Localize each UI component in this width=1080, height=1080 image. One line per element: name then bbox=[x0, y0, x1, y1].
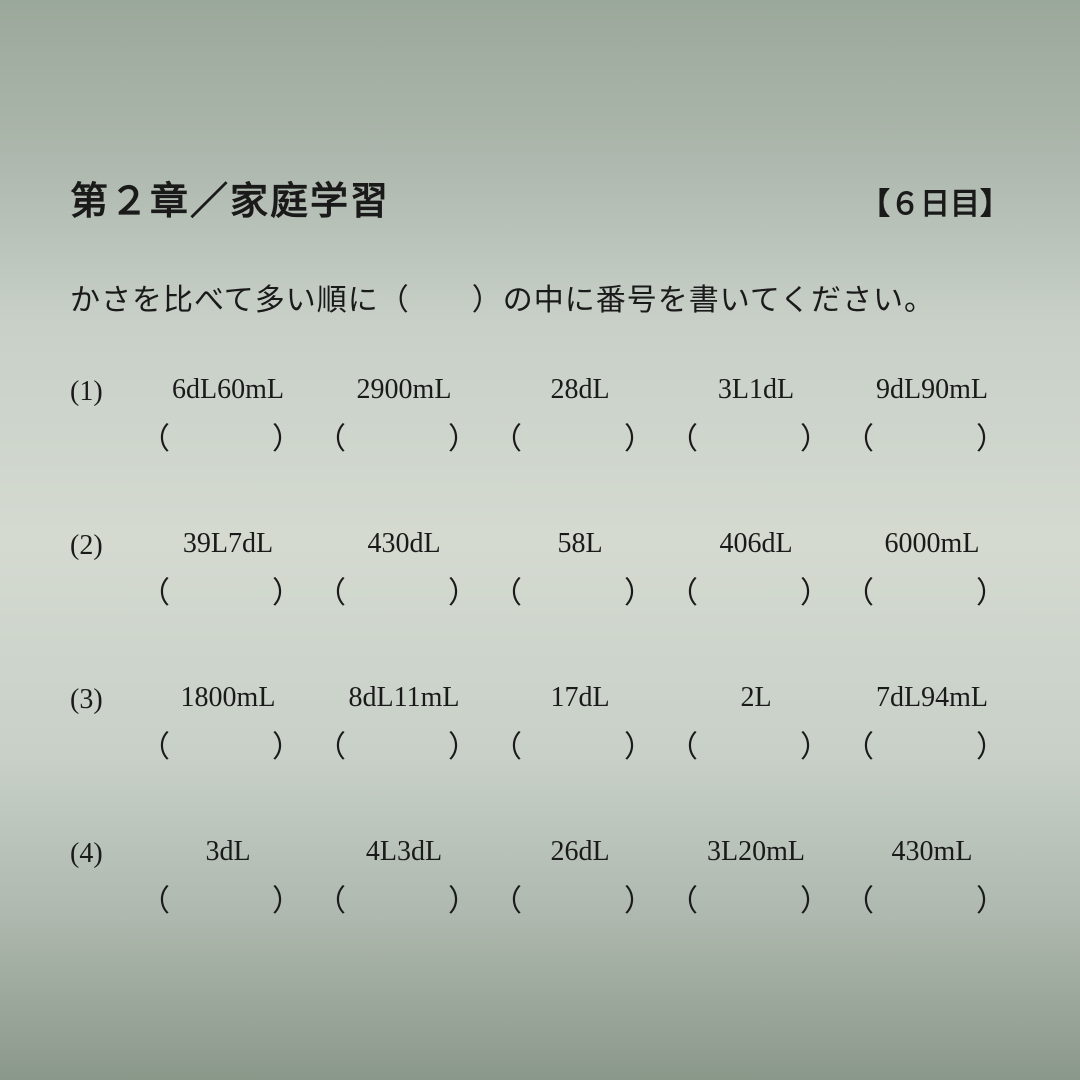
item-value: 3L1dL bbox=[718, 374, 794, 406]
answer-blank[interactable]: （ ） bbox=[316, 876, 492, 920]
item-value: 3L20mL bbox=[707, 836, 805, 868]
problem-item: 3L20mL （ ） bbox=[668, 836, 844, 920]
item-value: 406dL bbox=[719, 528, 792, 560]
item-value: 4L3dL bbox=[366, 836, 442, 868]
answer-blank[interactable]: （ ） bbox=[844, 414, 1020, 458]
problem-item: 4L3dL （ ） bbox=[316, 836, 492, 920]
item-value: 9dL90mL bbox=[876, 374, 988, 406]
problem-items: 3dL （ ） 4L3dL （ ） 26dL （ ） 3L20mL （ ） 43… bbox=[140, 836, 1020, 920]
problem-item: 58L （ ） bbox=[492, 528, 668, 612]
problem-number: (1) bbox=[70, 374, 140, 408]
problem-items: 6dL60mL （ ） 2900mL （ ） 28dL （ ） 3L1dL （ … bbox=[140, 374, 1020, 458]
answer-blank[interactable]: （ ） bbox=[668, 876, 844, 920]
answer-blank[interactable]: （ ） bbox=[844, 722, 1020, 766]
header-row: 第２章／家庭学習 【６日目】 bbox=[70, 170, 1010, 225]
problem-item: 3dL （ ） bbox=[140, 836, 316, 920]
problem-item: 430dL （ ） bbox=[316, 528, 492, 612]
problem-item: 6dL60mL （ ） bbox=[140, 374, 316, 458]
problem-item: 8dL11mL （ ） bbox=[316, 682, 492, 766]
chapter-title: 第２章／家庭学習 bbox=[70, 170, 390, 225]
problem-item: 26dL （ ） bbox=[492, 836, 668, 920]
problem-item: 406dL （ ） bbox=[668, 528, 844, 612]
answer-blank[interactable]: （ ） bbox=[316, 414, 492, 458]
answer-blank[interactable]: （ ） bbox=[140, 722, 316, 766]
problem-number: (2) bbox=[70, 528, 140, 562]
answer-blank[interactable]: （ ） bbox=[492, 414, 668, 458]
item-value: 39L7dL bbox=[183, 528, 273, 560]
answer-blank[interactable]: （ ） bbox=[668, 568, 844, 612]
problem-item: 17dL （ ） bbox=[492, 682, 668, 766]
item-value: 17dL bbox=[550, 682, 609, 714]
answer-blank[interactable]: （ ） bbox=[668, 414, 844, 458]
answer-blank[interactable]: （ ） bbox=[140, 876, 316, 920]
item-value: 2900mL bbox=[357, 374, 452, 406]
problem-item: 39L7dL （ ） bbox=[140, 528, 316, 612]
problem-item: 2L （ ） bbox=[668, 682, 844, 766]
item-value: 430mL bbox=[892, 836, 973, 868]
answer-blank[interactable]: （ ） bbox=[140, 414, 316, 458]
item-value: 28dL bbox=[550, 374, 609, 406]
item-value: 8dL11mL bbox=[349, 682, 460, 714]
instruction-text: かさを比べて多い順に（ ）の中に番号を書いてください。 bbox=[70, 275, 1010, 319]
answer-blank[interactable]: （ ） bbox=[668, 722, 844, 766]
answer-blank[interactable]: （ ） bbox=[492, 568, 668, 612]
problem-row: (1) 6dL60mL （ ） 2900mL （ ） 28dL （ ） 3L1d… bbox=[70, 374, 1010, 458]
answer-blank[interactable]: （ ） bbox=[316, 568, 492, 612]
problem-number: (4) bbox=[70, 836, 140, 870]
item-value: 1800mL bbox=[181, 682, 276, 714]
item-value: 6000mL bbox=[885, 528, 980, 560]
item-value: 2L bbox=[740, 682, 771, 714]
answer-blank[interactable]: （ ） bbox=[316, 722, 492, 766]
item-value: 430dL bbox=[367, 528, 440, 560]
problem-row: (2) 39L7dL （ ） 430dL （ ） 58L （ ） 406dL （… bbox=[70, 528, 1010, 612]
problems-container: (1) 6dL60mL （ ） 2900mL （ ） 28dL （ ） 3L1d… bbox=[70, 374, 1010, 920]
problem-item: 9dL90mL （ ） bbox=[844, 374, 1020, 458]
problem-number: (3) bbox=[70, 682, 140, 716]
item-value: 7dL94mL bbox=[876, 682, 988, 714]
worksheet-page: 第２章／家庭学習 【６日目】 かさを比べて多い順に（ ）の中に番号を書いてくださ… bbox=[70, 170, 1010, 920]
problem-items: 39L7dL （ ） 430dL （ ） 58L （ ） 406dL （ ） 6… bbox=[140, 528, 1020, 612]
item-value: 3dL bbox=[205, 836, 250, 868]
item-value: 58L bbox=[557, 528, 602, 560]
problem-item: 2900mL （ ） bbox=[316, 374, 492, 458]
problem-row: (4) 3dL （ ） 4L3dL （ ） 26dL （ ） 3L20mL （ … bbox=[70, 836, 1010, 920]
problem-item: 6000mL （ ） bbox=[844, 528, 1020, 612]
answer-blank[interactable]: （ ） bbox=[492, 876, 668, 920]
problem-item: 28dL （ ） bbox=[492, 374, 668, 458]
problem-items: 1800mL （ ） 8dL11mL （ ） 17dL （ ） 2L （ ） 7… bbox=[140, 682, 1020, 766]
answer-blank[interactable]: （ ） bbox=[844, 568, 1020, 612]
problem-item: 430mL （ ） bbox=[844, 836, 1020, 920]
problem-item: 1800mL （ ） bbox=[140, 682, 316, 766]
problem-row: (3) 1800mL （ ） 8dL11mL （ ） 17dL （ ） 2L （… bbox=[70, 682, 1010, 766]
answer-blank[interactable]: （ ） bbox=[844, 876, 1020, 920]
problem-item: 7dL94mL （ ） bbox=[844, 682, 1020, 766]
answer-blank[interactable]: （ ） bbox=[140, 568, 316, 612]
day-label: 【６日目】 bbox=[860, 179, 1010, 223]
problem-item: 3L1dL （ ） bbox=[668, 374, 844, 458]
answer-blank[interactable]: （ ） bbox=[492, 722, 668, 766]
item-value: 26dL bbox=[550, 836, 609, 868]
item-value: 6dL60mL bbox=[172, 374, 284, 406]
